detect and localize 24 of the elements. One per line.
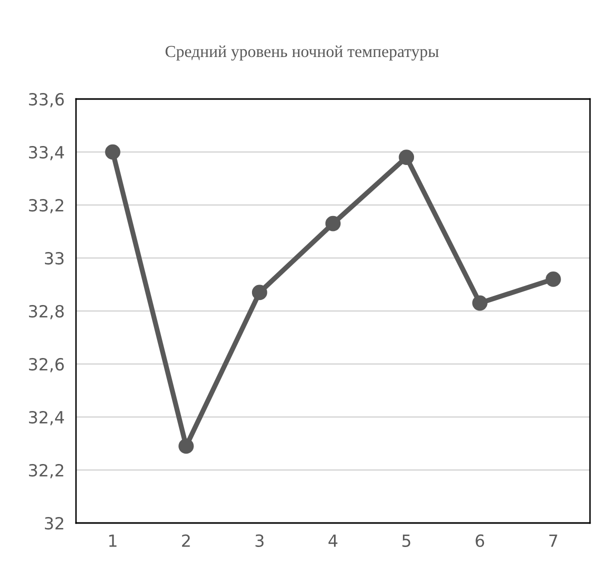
x-tick-label: 3: [256, 534, 264, 548]
point: [252, 284, 268, 300]
y-tick-label: 33,2: [29, 198, 64, 214]
y-tick-label: 33,4: [29, 146, 64, 160]
point: [472, 295, 488, 311]
y-tick-label: 32,6: [29, 358, 64, 372]
y-tick-label: 32: [44, 516, 64, 530]
x-tick-label: 5: [402, 534, 410, 548]
y-tick-label: 32,2: [29, 464, 64, 478]
x-tick-label: 4: [328, 534, 338, 547]
point: [325, 216, 341, 232]
x-tick-label: 7: [549, 534, 558, 547]
chart-title: Средний уровень ночной температуры: [166, 46, 439, 61]
point: [105, 144, 120, 160]
y-tick-label: 33,6: [29, 92, 64, 108]
y-tick-label: 32,8: [29, 304, 64, 320]
y-tick-label: 33: [44, 252, 64, 265]
point: [546, 272, 561, 287]
x-tick-label: 2: [182, 534, 190, 547]
point: [178, 438, 194, 454]
x-tick-label: 1: [109, 534, 116, 547]
point: [398, 150, 414, 165]
x-tick-label: 6: [476, 534, 484, 548]
y-tick-label: 32,4: [29, 410, 64, 426]
